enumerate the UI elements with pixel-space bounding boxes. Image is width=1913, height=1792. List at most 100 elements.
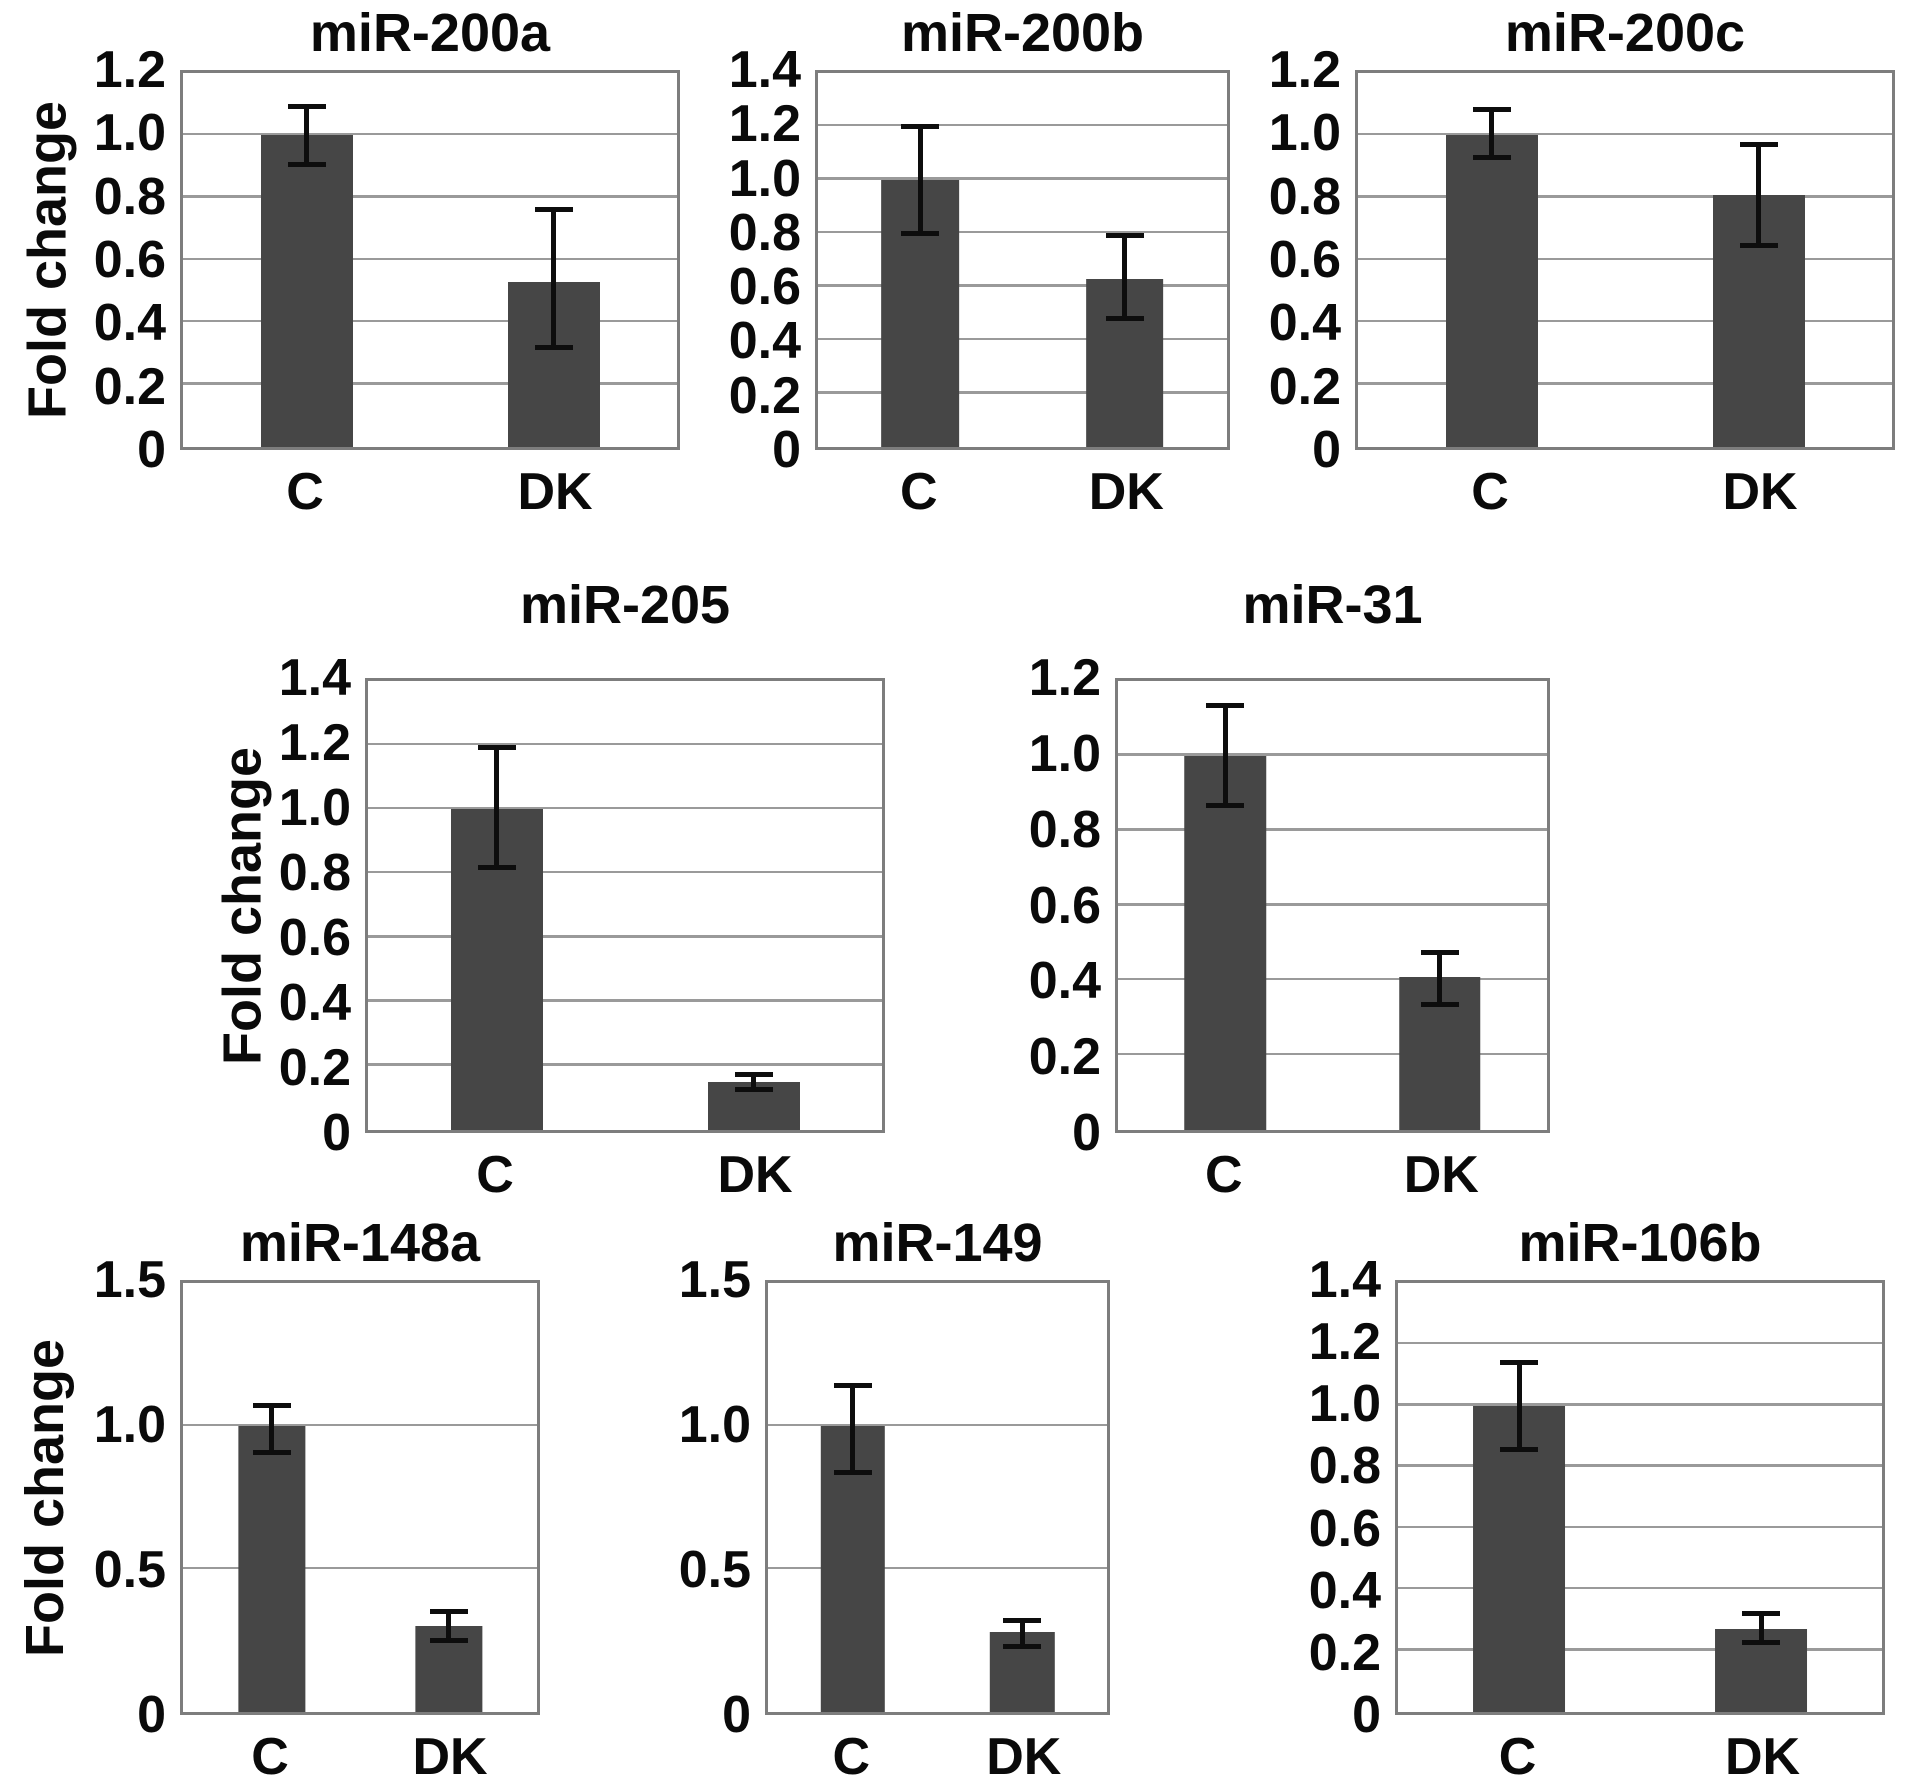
y-tick-label: 0.2: [278, 1039, 351, 1097]
error-bar-cap-top: [1206, 703, 1245, 709]
error-bar-line: [304, 104, 309, 167]
y-axis-ticks: 1.4 1.2 1.0 0.8 0.6 0.4 0.2 0: [680, 44, 815, 476]
y-tick-label: 0.2: [1308, 1623, 1381, 1682]
error-bar-cap-top: [833, 1383, 872, 1389]
x-category-label: C: [1498, 1728, 1537, 1786]
y-axis-label: Fold change: [212, 746, 273, 1065]
gridline: [1358, 132, 1892, 136]
gridline: [1118, 1052, 1547, 1056]
y-tick-label: 0.8: [1308, 1437, 1381, 1496]
gridline: [1358, 257, 1892, 260]
error-bar-cap-top: [1003, 1617, 1042, 1623]
gridline: [1118, 903, 1547, 906]
error-bar-line: [269, 1403, 274, 1455]
gridline: [183, 195, 677, 198]
gridline: [1358, 382, 1892, 385]
chart-title: miR-200a: [309, 3, 551, 63]
error-bar-cap-bottom: [1206, 803, 1245, 809]
y-tick-label: 0.5: [678, 1541, 751, 1600]
gridline: [818, 177, 1227, 180]
y-tick-label: 1.5: [93, 1251, 166, 1309]
x-category-label: C: [832, 1728, 871, 1786]
chart-row-3: miR-148a Fold change 1.5 1.0 0.5 0 C DK miR-…: [0, 1216, 1913, 1783]
bar-slot: [1023, 73, 1228, 447]
chart-title: miR-31: [1242, 575, 1423, 635]
error-bar: [426, 1609, 472, 1644]
x-category-label: C: [251, 1728, 289, 1786]
y-tick-label: 0: [137, 1686, 166, 1744]
bar-C: [1184, 755, 1266, 1130]
gridline: [368, 870, 882, 874]
error-bar: [999, 1617, 1045, 1650]
chart-miR-148a: miR-148a Fold change 1.5 1.0 0.5 0 C DK: [0, 1216, 540, 1783]
y-tick-label: 1.0: [93, 1396, 166, 1455]
y-axis-ticks: 1.5 1.0 0.5 0: [90, 1254, 180, 1741]
x-category-label: DK: [1088, 463, 1164, 521]
error-bar-line: [850, 1383, 856, 1475]
y-tick-label: 0.6: [93, 231, 166, 289]
bar-slot: [1118, 681, 1333, 1130]
error-bar-cap-top: [901, 123, 940, 129]
error-bar-cap-bottom: [1739, 242, 1778, 248]
gridline: [818, 123, 1227, 127]
bar-slot: [1333, 681, 1548, 1130]
gridline: [183, 1566, 537, 1570]
plot-area: [1395, 1280, 1885, 1715]
bar-slot: [1398, 1283, 1640, 1712]
x-axis-labels: C DK: [180, 450, 680, 518]
y-tick-label: 0.2: [1268, 357, 1341, 416]
y-tick-label: 0: [137, 421, 166, 479]
y-tick-label: 0.8: [278, 844, 351, 902]
error-bar-line: [1489, 107, 1494, 161]
gridline: [818, 337, 1227, 341]
gridline: [1358, 195, 1892, 198]
y-tick-label: 0.2: [728, 366, 801, 425]
y-axis-ticks: 1.4 1.2 1.0 0.8 0.6 0.4 0.2 0: [279, 652, 365, 1159]
chart-miR-106b: miR-106b 1.4 1.2 1.0 0.8 0.6 0.4 0.2 0 C DK: [1110, 1216, 1885, 1783]
gridline: [368, 742, 882, 746]
error-bar-line: [1222, 703, 1228, 809]
y-tick-label: 0.6: [1268, 231, 1341, 289]
x-axis-labels: C DK: [815, 450, 1230, 518]
y-axis-ticks: 1.4 1.2 1.0 0.8 0.6 0.4 0.2 0: [1110, 1254, 1395, 1741]
error-bar: [1736, 141, 1782, 248]
error-bar-line: [494, 745, 499, 871]
bar-C: [260, 135, 353, 447]
x-axis-labels: C DK: [1115, 1133, 1550, 1201]
x-axis-labels: C DK: [180, 1715, 540, 1783]
chart-miR-31: miR-31 1.2 1.0 0.8 0.6 0.4 0.2 0 C DK: [885, 578, 1550, 1201]
chart-title: miR-106b: [1518, 1213, 1762, 1273]
error-bar-cap-top: [1500, 1359, 1538, 1365]
y-tick-label: 0.4: [1268, 294, 1341, 353]
bar-slot: [818, 73, 1023, 447]
y-tick-label: 1.2: [728, 95, 801, 154]
gridline: [368, 1063, 882, 1066]
x-category-label: DK: [986, 1728, 1062, 1786]
error-bar-line: [1122, 233, 1128, 322]
y-tick-label: 0.8: [1028, 800, 1101, 859]
x-axis-labels: C DK: [765, 1715, 1110, 1783]
chart-miR-200a: miR-200a Fold change 1.2 1.0 0.8 0.6 0.4 0.2 0…: [0, 6, 680, 518]
y-tick-label: 0: [1352, 1686, 1381, 1744]
y-tick-label: 1.4: [278, 649, 351, 707]
y-tick-label: 1.2: [1308, 1313, 1381, 1372]
gridline: [368, 935, 882, 938]
chart-miR-200b: miR-200b 1.4 1.2 1.0 0.8 0.6 0.4 0.2 0 C DK: [680, 6, 1230, 518]
y-tick-label: 0: [772, 421, 801, 479]
error-bar: [731, 1072, 777, 1092]
error-bar: [1469, 107, 1515, 161]
gridline: [1118, 753, 1547, 756]
y-tick-label: 1.4: [1308, 1251, 1381, 1309]
error-bar-cap-bottom: [901, 230, 940, 236]
y-tick-label: 0: [322, 1104, 351, 1162]
chart-title: miR-149: [832, 1213, 1043, 1273]
error-bar-cap-top: [1420, 950, 1459, 956]
error-bar-line: [1756, 141, 1761, 248]
error-bar: [1417, 950, 1463, 1007]
gridline: [368, 999, 882, 1002]
y-tick-label: 0.8: [93, 167, 166, 226]
error-bar: [1738, 1610, 1784, 1645]
x-axis-labels: C DK: [1395, 1715, 1885, 1783]
error-bar-line: [551, 207, 556, 351]
y-tick-label: 1.0: [728, 149, 801, 208]
